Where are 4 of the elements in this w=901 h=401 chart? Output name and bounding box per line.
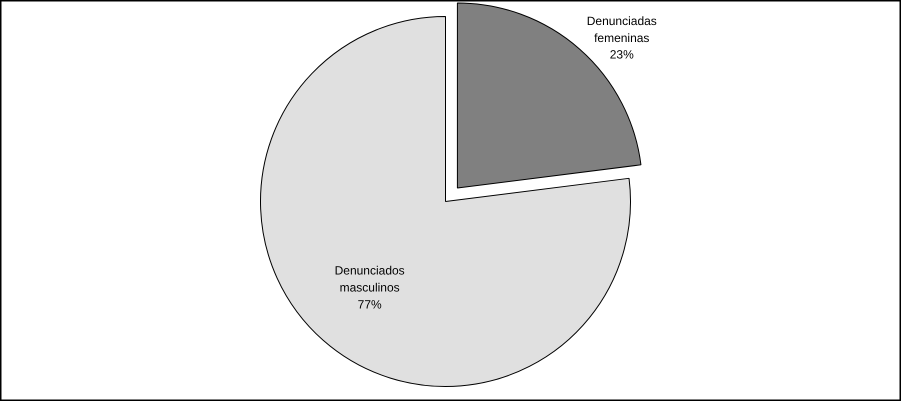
slice-label: Denunciadas femeninas [586,14,657,45]
data-label: 23% [610,48,634,62]
data-label: 77% [358,297,382,312]
slice-label: Denunciados masculinos [334,264,405,295]
